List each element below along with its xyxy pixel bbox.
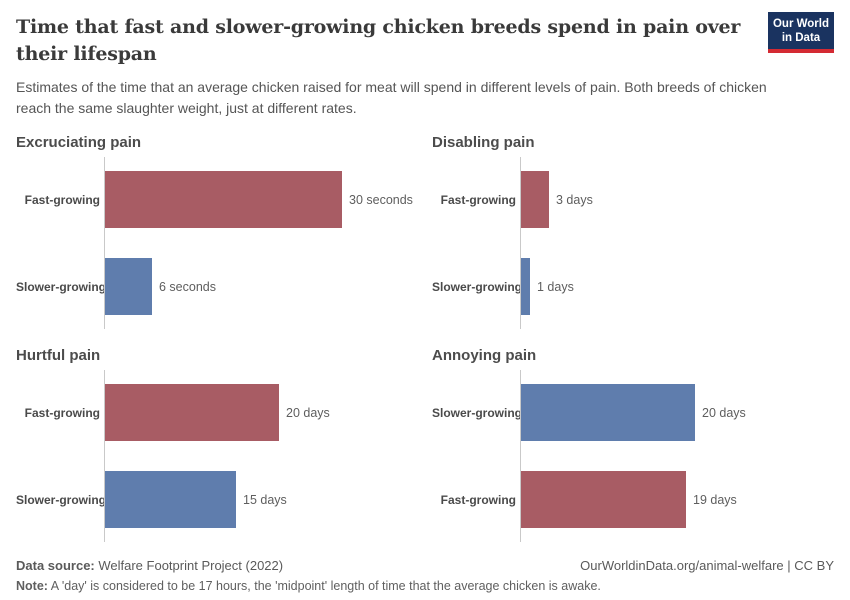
data-source-line: Data source: Welfare Footprint Project (…: [16, 557, 283, 574]
bar-slower-growing: [521, 258, 530, 315]
panel-title-excruciating: Excruciating pain: [16, 134, 142, 151]
bar-row: Slower-growing 1 days: [432, 258, 834, 315]
bar-fast-growing: [521, 171, 549, 228]
bar-slower-growing: [521, 384, 695, 441]
value-label: 6 seconds: [159, 279, 216, 294]
credit-link[interactable]: OurWorldinData.org/animal-welfare | CC B…: [580, 558, 834, 573]
value-label: 20 days: [286, 405, 330, 420]
chart-subtitle: Estimates of the time that an average ch…: [16, 79, 767, 116]
y-axis-line: [520, 157, 521, 329]
bar-row: Fast-growing 19 days: [432, 471, 834, 528]
charts-grid: Excruciating pain Fast-growing 30 second…: [16, 135, 834, 542]
category-label-slower-growing: Slower-growing: [16, 279, 106, 294]
data-source-label: Data source:: [16, 558, 95, 573]
owid-logo-text-line1: Our World: [772, 18, 829, 30]
bar-row: Slower-growing 20 days: [432, 384, 834, 441]
note-label: Note:: [16, 579, 48, 593]
bar-slower-growing: [105, 471, 236, 528]
category-label-fast-growing: Fast-growing: [24, 405, 100, 420]
bar-row: Slower-growing 15 days: [16, 471, 418, 528]
y-axis-line: [104, 370, 105, 542]
bar-row: Fast-growing 3 days: [432, 171, 834, 228]
category-label-slower-growing: Slower-growing: [432, 279, 522, 294]
category-label-fast-growing: Fast-growing: [440, 192, 516, 207]
y-axis-line: [104, 157, 105, 329]
note-text: A 'day' is considered to be 17 hours, th…: [47, 579, 601, 593]
category-label-fast-growing: Fast-growing: [440, 492, 516, 507]
value-label: 15 days: [243, 492, 287, 507]
source-row: Data source: Welfare Footprint Project (…: [16, 557, 834, 574]
footer: Data source: Welfare Footprint Project (…: [16, 557, 834, 594]
plot-disabling: Fast-growing 3 days Slower-growing 1 day…: [432, 157, 834, 329]
bar-fast-growing: [105, 384, 279, 441]
category-label-slower-growing: Slower-growing: [16, 492, 106, 507]
bar-row: Slower-growing 6 seconds: [16, 258, 418, 315]
panel-title-annoying: Annoying pain: [432, 347, 537, 364]
value-label: 3 days: [556, 192, 593, 207]
bar-row: Fast-growing 20 days: [16, 384, 418, 441]
panel-title-disabling: Disabling pain: [432, 134, 535, 151]
value-label: 30 seconds: [349, 192, 413, 207]
value-label: 19 days: [693, 492, 737, 507]
y-axis-line: [520, 370, 521, 542]
plot-excruciating: Fast-growing 30 seconds Slower-growing 6…: [16, 157, 418, 329]
value-label: 20 days: [702, 405, 746, 420]
bar-slower-growing: [105, 258, 152, 315]
note-row: Note: A 'day' is considered to be 17 hou…: [16, 578, 834, 594]
category-label-slower-growing: Slower-growing: [432, 405, 522, 420]
bar-row: Fast-growing 30 seconds: [16, 171, 418, 228]
plot-annoying: Slower-growing 20 days Fast-growing 19 d…: [432, 370, 834, 542]
chart-panel-excruciating-pain: Excruciating pain Fast-growing 30 second…: [16, 135, 418, 329]
panel-title-hurtful: Hurtful pain: [16, 347, 101, 364]
value-label: 1 days: [537, 279, 574, 294]
chart-panel-disabling-pain: Disabling pain Fast-growing 3 days Slowe…: [432, 135, 834, 329]
bar-fast-growing: [105, 171, 342, 228]
owid-logo-text-line2: in Data: [781, 32, 821, 44]
category-label-fast-growing: Fast-growing: [24, 192, 100, 207]
chart-panel-annoying-pain: Annoying pain Slower-growing 20 days Fas…: [432, 348, 834, 542]
plot-hurtful: Fast-growing 20 days Slower-growing 15 d…: [16, 370, 418, 542]
owid-logo[interactable]: Our World in Data: [768, 12, 834, 53]
chart-panel-hurtful-pain: Hurtful pain Fast-growing 20 days Slower…: [16, 348, 418, 542]
data-source-value: Welfare Footprint Project (2022): [94, 558, 284, 573]
page-title: Time that fast and slower-growing chicke…: [16, 16, 741, 65]
header: Time that fast and slower-growing chicke…: [16, 12, 834, 119]
bar-fast-growing: [521, 471, 686, 528]
